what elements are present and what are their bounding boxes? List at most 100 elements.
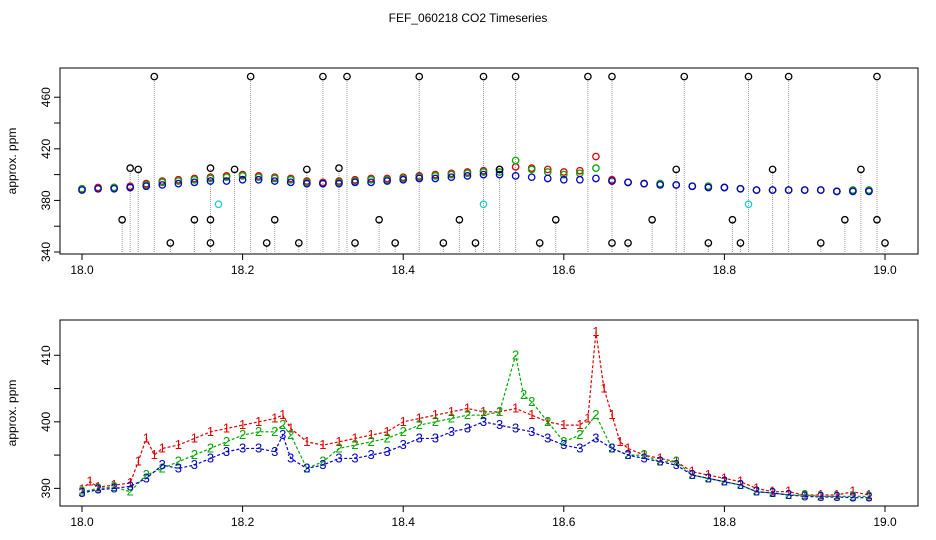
point-blue xyxy=(190,178,199,187)
point-blue xyxy=(447,173,456,182)
point-blue xyxy=(254,175,263,184)
point-blue xyxy=(640,179,648,188)
point-label-2: 2 xyxy=(384,430,391,445)
series-line-1 xyxy=(81,331,870,496)
point-label-1: 1 xyxy=(351,430,358,445)
point-label-3: 3 xyxy=(111,480,118,495)
point-outliers xyxy=(840,215,849,224)
point-label-1: 1 xyxy=(544,414,551,429)
point-label-2: 2 xyxy=(432,414,439,429)
point-outliers xyxy=(728,215,737,224)
point-label-2: 2 xyxy=(416,417,423,432)
point-label-3: 3 xyxy=(592,430,599,445)
point-blue xyxy=(142,182,151,191)
point-red xyxy=(559,168,568,176)
point-outliers xyxy=(270,215,279,224)
point-label-3: 3 xyxy=(400,437,407,452)
point-red xyxy=(576,166,584,175)
point-label-1: 1 xyxy=(191,430,198,445)
point-label-1: 1 xyxy=(689,464,696,479)
x-tick-label: 18.0 xyxy=(70,263,94,277)
point-label-1: 1 xyxy=(111,477,118,492)
x-tick-label: 18.0 xyxy=(70,515,94,529)
point-label-2: 2 xyxy=(801,487,808,502)
point-label-3: 3 xyxy=(576,440,583,455)
point-outliers xyxy=(608,72,616,81)
point-label-1: 1 xyxy=(143,430,150,445)
y-tick-label: 460 xyxy=(39,87,53,107)
point-label-1: 1 xyxy=(127,475,134,490)
point-label-2: 2 xyxy=(737,477,744,492)
point-red xyxy=(592,152,600,161)
point-label-1: 1 xyxy=(94,479,101,494)
point-green xyxy=(286,175,295,184)
point-blue xyxy=(335,179,343,188)
point-outliers xyxy=(439,239,448,247)
point-green xyxy=(447,170,456,179)
point-label-3: 3 xyxy=(432,430,439,445)
point-label-3: 3 xyxy=(287,450,294,465)
point-outliers xyxy=(134,165,143,174)
point-label-3: 3 xyxy=(191,457,198,472)
point-label-2: 2 xyxy=(576,427,583,442)
point-blue xyxy=(576,175,584,184)
point-label-1: 1 xyxy=(239,417,246,432)
point-label-3: 3 xyxy=(657,454,664,469)
point-blue xyxy=(479,170,488,179)
point-label-1: 1 xyxy=(616,434,623,449)
point-label-2: 2 xyxy=(239,427,246,442)
point-label-1: 1 xyxy=(769,484,776,499)
point-cyan xyxy=(479,200,488,209)
point-label-1: 1 xyxy=(528,407,535,422)
point-green xyxy=(222,173,231,182)
plot-frame xyxy=(59,319,919,507)
point-label-2: 2 xyxy=(78,484,85,499)
point-outliers xyxy=(166,239,175,247)
point-label-3: 3 xyxy=(271,444,278,459)
figure-title: FEF_060218 CO2 Timeseries xyxy=(389,11,548,25)
y-tick-label: 420 xyxy=(39,138,53,158)
point-cyan xyxy=(214,200,223,209)
point-outliers xyxy=(150,72,159,81)
point-label-3: 3 xyxy=(239,440,246,455)
point-label-1: 1 xyxy=(86,474,93,489)
point-label-1: 1 xyxy=(448,404,455,419)
point-blue xyxy=(592,174,600,183)
point-label-2: 2 xyxy=(191,447,198,462)
point-label-1: 1 xyxy=(287,420,294,435)
point-blue xyxy=(865,187,873,196)
point-label-3: 3 xyxy=(464,420,471,435)
point-blue xyxy=(527,173,536,182)
point-blue xyxy=(688,182,697,191)
point-label-3: 3 xyxy=(528,424,535,439)
point-blue xyxy=(800,186,809,194)
point-outliers xyxy=(118,215,127,224)
y-tick-label: 390 xyxy=(39,478,53,498)
point-outliers xyxy=(816,239,825,247)
point-outliers xyxy=(206,239,215,247)
point-label-2: 2 xyxy=(287,427,294,442)
point-green xyxy=(431,172,440,180)
point-label-3: 3 xyxy=(753,484,760,499)
point-label-2: 2 xyxy=(480,407,487,422)
series-line-3 xyxy=(81,421,869,499)
point-blue xyxy=(126,183,135,192)
point-label-3: 3 xyxy=(705,470,712,485)
point-blue xyxy=(720,183,729,192)
point-label-3: 3 xyxy=(849,490,856,505)
point-blue xyxy=(784,186,793,194)
point-outliers xyxy=(511,72,520,81)
point-blue xyxy=(222,177,231,185)
point-label-3: 3 xyxy=(303,460,310,475)
point-blue xyxy=(78,186,86,194)
point-label-3: 3 xyxy=(737,477,744,492)
point-label-2: 2 xyxy=(657,454,664,469)
point-blue xyxy=(383,177,391,185)
point-blue xyxy=(158,181,167,189)
point-green xyxy=(190,175,199,184)
point-label-3: 3 xyxy=(78,485,85,500)
point-label-2: 2 xyxy=(400,424,407,439)
point-label-2: 2 xyxy=(592,407,599,422)
point-label-1: 1 xyxy=(384,424,391,439)
point-label-3: 3 xyxy=(817,489,824,504)
